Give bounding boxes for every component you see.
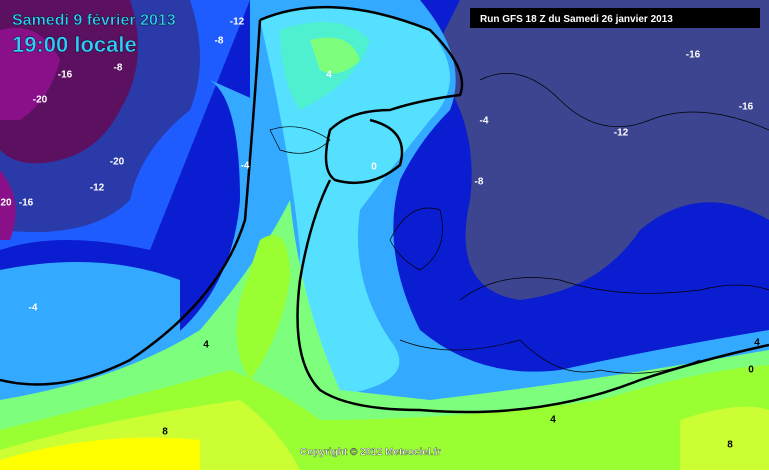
contour-label: -12 xyxy=(90,183,105,194)
contour-lines xyxy=(0,5,769,414)
run-info: Run GFS 18 Z du Samedi 26 janvier 2013 xyxy=(480,14,673,25)
contour-label: 8 xyxy=(162,427,168,438)
contour-label: 4 xyxy=(326,70,332,81)
contour-label: -12 xyxy=(614,128,629,139)
contour-label: 4 xyxy=(754,338,760,349)
contour-label: -12 xyxy=(230,17,245,28)
contour-label: -8 xyxy=(475,177,484,188)
contour-label: -16 xyxy=(739,102,754,113)
contour-label: -16 xyxy=(58,70,73,81)
contour-label: 4 xyxy=(550,415,556,426)
contour-label: 8 xyxy=(727,440,733,451)
contour-label: -20 xyxy=(33,95,48,106)
contour-label: -4 xyxy=(480,116,489,127)
contour-label: -16 xyxy=(686,50,701,61)
time: 19:00 locale xyxy=(12,32,137,57)
contour-label: -8 xyxy=(215,36,224,47)
copyright: Copyright © 2012 Meteociel.fr xyxy=(300,447,441,458)
contour-label: -4 xyxy=(241,161,250,172)
contour-labels: -12 -8 -8 -16 -20 4 -16 -16 -4 -12 -20 -4 0 -8 -12 20 -1… xyxy=(0,17,760,451)
date: Samedi 9 février 2013 xyxy=(12,12,176,29)
contour-label: -20 xyxy=(110,157,125,168)
contour-label: 20 xyxy=(0,198,12,209)
contour-label: 0 xyxy=(371,162,377,173)
contour-label: 0 xyxy=(748,365,754,376)
coastlines xyxy=(269,73,769,374)
contour-label: -16 xyxy=(19,198,34,209)
contour-label: -8 xyxy=(114,63,123,74)
contour-label: 4 xyxy=(203,340,209,351)
contour-label: -4 xyxy=(29,303,38,314)
run-box xyxy=(470,8,760,28)
